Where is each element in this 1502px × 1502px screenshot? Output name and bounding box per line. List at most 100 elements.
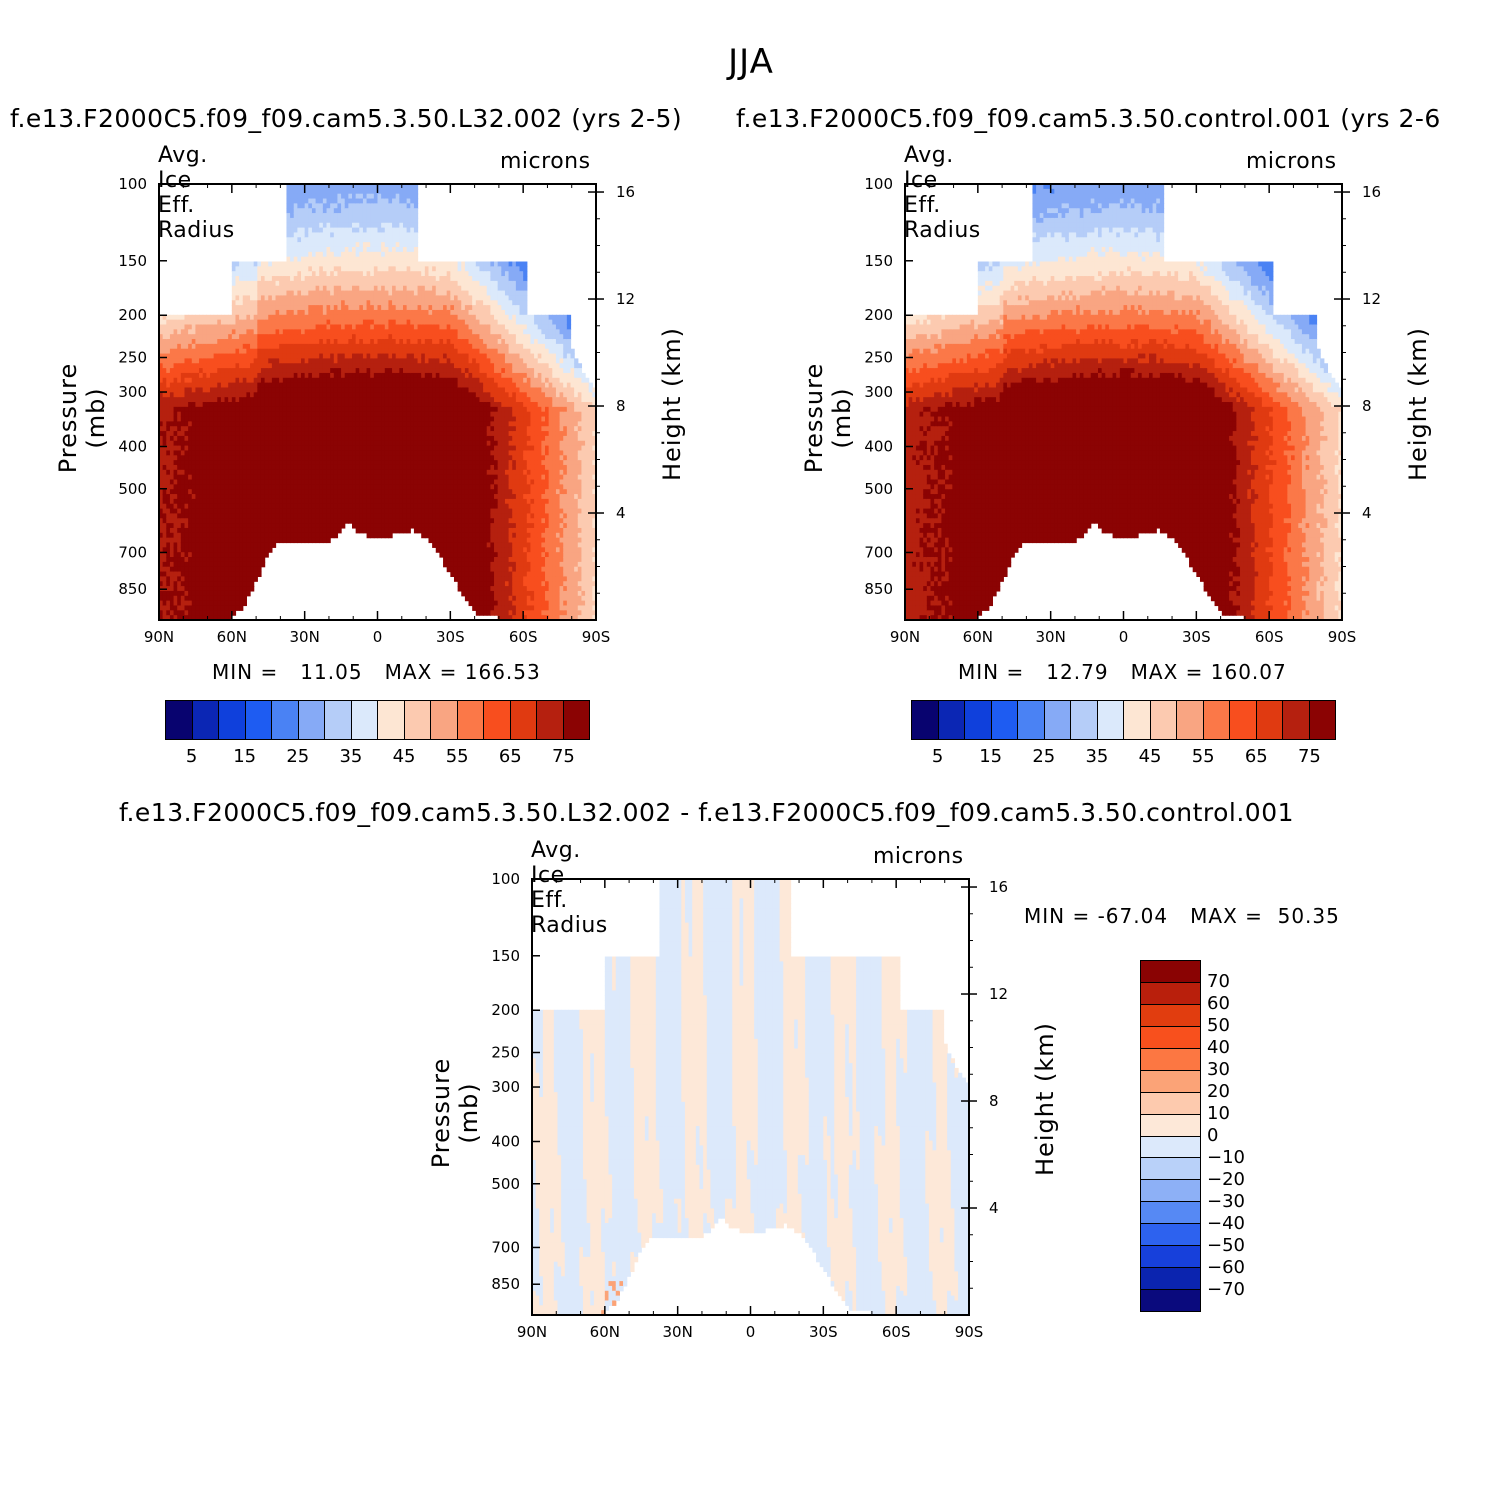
contour-cell [224, 537, 229, 544]
contour-cell [399, 339, 404, 345]
contour-cell [282, 290, 288, 297]
contour-cell [381, 484, 386, 490]
contour-cell [275, 372, 280, 379]
contour-cell [373, 276, 379, 282]
contour-cell [315, 184, 320, 190]
contour-cell [242, 440, 247, 447]
contour-cell [373, 256, 379, 263]
contour-cell [297, 358, 302, 364]
contour-cell [242, 402, 247, 408]
contour-cell [352, 222, 357, 229]
contour-cell [246, 586, 251, 592]
contour-cell [217, 397, 222, 403]
contour-cell [326, 464, 331, 471]
contour-cell [220, 547, 226, 553]
contour-cell [384, 198, 390, 204]
contour-cell [202, 600, 207, 607]
contour-cell [341, 319, 346, 326]
contour-cell [275, 271, 280, 277]
contour-cell [257, 566, 262, 573]
contour-cell [173, 605, 178, 611]
contour-cell [209, 440, 215, 447]
contour-cell [406, 300, 411, 306]
contour-cell [384, 392, 390, 398]
contour-cell [162, 469, 167, 476]
contour-cell [235, 460, 240, 466]
contour-cell [169, 498, 175, 505]
contour-cell [330, 498, 335, 505]
contour-cell [195, 503, 200, 510]
contour-cell [188, 469, 193, 476]
contour-cell [271, 358, 277, 364]
contour-cell [395, 251, 400, 258]
contour-cell [293, 305, 298, 311]
contour-cell [311, 421, 317, 427]
contour-cell [359, 440, 364, 447]
contour-cell [308, 290, 313, 297]
contour-cell [293, 314, 298, 321]
contour-cell [209, 358, 215, 364]
contour-cell [402, 484, 408, 490]
contour-cell [395, 339, 400, 345]
contour-cell [228, 387, 233, 393]
contour-cell [410, 295, 415, 301]
contour-cell [348, 455, 353, 461]
contour-cell [206, 513, 211, 519]
contour-cell [384, 372, 390, 379]
contour-cell [301, 450, 306, 456]
contour-cell [344, 518, 349, 524]
contour-cell [166, 445, 171, 452]
contour-cell [275, 484, 280, 490]
contour-cell [159, 382, 164, 389]
contour-cell [177, 484, 182, 490]
contour-cell [260, 503, 266, 510]
contour-cell [330, 397, 335, 403]
contour-cell [159, 392, 164, 398]
contour-cell [355, 184, 360, 190]
contour-cell [348, 334, 353, 340]
contour-cell [370, 193, 375, 200]
contour-cell [362, 372, 368, 379]
contour-cell [235, 605, 240, 611]
contour-cell [180, 527, 186, 534]
contour-cell [231, 397, 237, 403]
contour-cell [224, 368, 229, 374]
contour-cell [373, 237, 379, 243]
contour-cell [159, 460, 164, 466]
contour-cell [352, 450, 357, 456]
contour-cell [239, 295, 244, 301]
contour-cell [217, 464, 222, 471]
contour-cell [392, 445, 397, 452]
contour-cell [293, 421, 298, 427]
contour-cell [373, 392, 379, 398]
contour-cell [417, 329, 422, 335]
contour-cell [275, 474, 280, 481]
contour-cell [377, 305, 382, 311]
contour-cell [279, 276, 284, 282]
contour-cell [304, 469, 309, 476]
contour-cell [282, 353, 288, 359]
contour-cell [242, 561, 247, 568]
contour-cell [224, 547, 229, 553]
contour-cell [308, 494, 313, 500]
contour-cell [290, 334, 295, 340]
contour-cell [421, 305, 426, 311]
contour-cell [311, 508, 317, 515]
contour-cell [279, 532, 284, 539]
contour-cell [246, 368, 251, 374]
contour-cell [184, 329, 189, 335]
contour-cell [322, 193, 328, 200]
contour-cell [162, 358, 167, 364]
contour-cell [352, 426, 357, 432]
contour-cell [290, 213, 295, 219]
contour-cell [341, 503, 346, 510]
contour-cell [421, 295, 426, 301]
contour-cell [395, 271, 400, 277]
contour-cell [282, 523, 288, 529]
contour-cell [286, 290, 291, 297]
contour-cell [373, 382, 379, 389]
contour-cell [169, 421, 175, 427]
contour-cell [399, 222, 404, 229]
contour-cell [344, 295, 349, 301]
contour-cell [213, 532, 218, 539]
